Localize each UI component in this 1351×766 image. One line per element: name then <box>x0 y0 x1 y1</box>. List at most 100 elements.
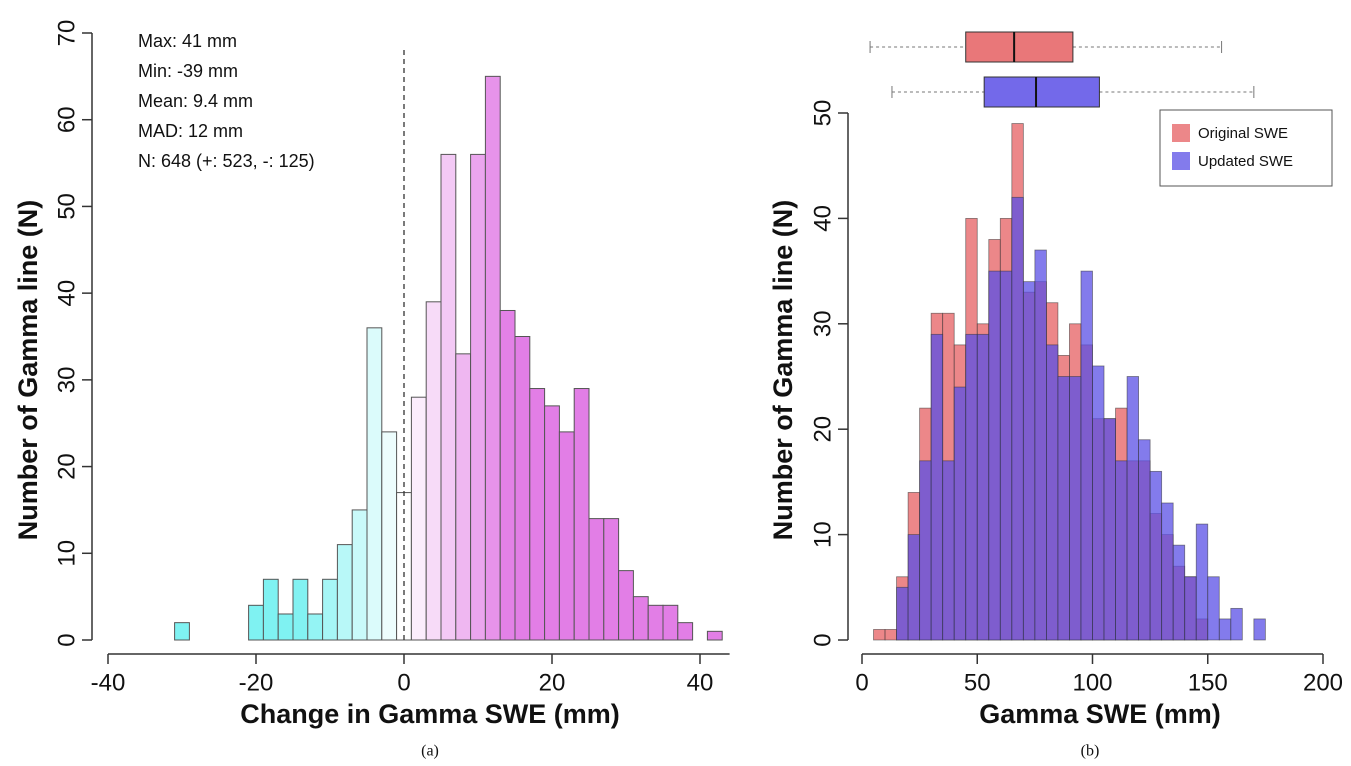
x-tick-label: 20 <box>539 669 566 696</box>
caption: (a) <box>421 743 439 760</box>
y-tick-label: 40 <box>809 205 836 232</box>
annotation: MAD: 12 mm <box>138 121 243 141</box>
bar <box>1092 365 1105 641</box>
y-tick-label: 20 <box>809 416 836 443</box>
y-tick-label: 30 <box>809 310 836 337</box>
y-tick-label: 70 <box>53 20 80 47</box>
x-tick-label: 50 <box>964 669 991 696</box>
bar <box>440 153 457 641</box>
bar <box>1149 470 1163 641</box>
bar <box>1230 607 1243 641</box>
bar <box>1172 544 1186 641</box>
bar <box>514 336 531 641</box>
annotation: Mean: 9.4 mm <box>138 91 253 111</box>
bar <box>484 75 501 641</box>
x-tick-label: 150 <box>1188 669 1228 696</box>
legend-label: Updated SWE <box>1198 153 1293 170</box>
x-axis-title: Change in Gamma SWE (mm) <box>240 699 620 729</box>
bar <box>1011 196 1024 641</box>
bar <box>470 153 486 641</box>
bar <box>1103 418 1116 641</box>
bar <box>1195 523 1209 641</box>
bar <box>1126 376 1139 641</box>
bar <box>896 586 909 641</box>
bar <box>322 578 338 641</box>
bar <box>1161 502 1174 641</box>
bar <box>425 301 442 641</box>
bar <box>953 386 967 641</box>
legend-swatch <box>1172 124 1190 142</box>
x-tick-label: 0 <box>397 669 410 696</box>
bar <box>336 544 353 641</box>
y-tick-label: 50 <box>809 100 836 127</box>
bar <box>1218 618 1232 641</box>
bar <box>618 570 634 641</box>
bar <box>455 353 472 641</box>
bar <box>277 613 294 641</box>
bar <box>1034 249 1047 641</box>
bar <box>544 405 560 641</box>
bar <box>262 578 279 641</box>
bar <box>919 460 932 641</box>
bar <box>662 604 679 641</box>
bar <box>588 518 605 641</box>
bar <box>366 327 383 641</box>
bar <box>1253 618 1266 641</box>
bar <box>1057 376 1070 641</box>
y-tick-label: 60 <box>53 106 80 133</box>
box <box>965 31 1074 63</box>
y-tick-label: 50 <box>53 193 80 220</box>
x-tick-label: -40 <box>91 669 126 696</box>
bar <box>248 604 264 641</box>
y-tick-label: 10 <box>809 521 836 548</box>
bar <box>1115 460 1128 641</box>
bar <box>677 622 694 641</box>
x-axis-title: Gamma SWE (mm) <box>979 699 1221 729</box>
x-tick-label: 0 <box>855 669 868 696</box>
bar <box>1080 270 1093 641</box>
bar <box>529 388 546 641</box>
bar <box>647 604 664 641</box>
bar <box>499 309 516 641</box>
bar <box>1069 376 1082 641</box>
y-tick-label: 20 <box>53 453 80 480</box>
x-tick-label: 40 <box>687 669 714 696</box>
x-tick-label: 100 <box>1072 669 1112 696</box>
caption: (b) <box>1081 743 1100 760</box>
bar <box>930 333 944 641</box>
bar <box>1138 439 1151 641</box>
bar <box>307 613 324 641</box>
bar <box>1046 344 1059 641</box>
legend-label: Original SWE <box>1198 125 1288 142</box>
bar <box>558 431 575 641</box>
bar <box>381 431 398 641</box>
bar <box>873 629 886 641</box>
bar <box>706 630 723 641</box>
bar <box>632 596 649 641</box>
y-axis-title: Number of Gamma line (N) <box>13 200 43 541</box>
bar <box>351 509 368 641</box>
bar <box>573 388 590 641</box>
annotation: N: 648 (+: 523, -: 125) <box>138 151 315 171</box>
y-tick-label: 0 <box>809 633 836 646</box>
box <box>983 76 1100 108</box>
x-tick-label: -20 <box>239 669 274 696</box>
bar <box>410 396 427 641</box>
bar <box>1184 576 1197 641</box>
y-tick-label: 30 <box>53 367 80 394</box>
bar <box>1022 281 1036 641</box>
annotation: Min: -39 mm <box>138 61 238 81</box>
bar <box>1207 576 1220 641</box>
bar <box>965 333 978 641</box>
bar <box>603 518 620 641</box>
bar <box>292 578 309 641</box>
x-tick-label: 200 <box>1303 669 1343 696</box>
bar <box>884 629 897 641</box>
bar <box>976 333 990 641</box>
annotation: Max: 41 mm <box>138 31 237 51</box>
bar <box>942 460 955 641</box>
bar <box>988 270 1001 641</box>
y-tick-label: 40 <box>53 280 80 307</box>
legend-swatch <box>1172 152 1190 170</box>
